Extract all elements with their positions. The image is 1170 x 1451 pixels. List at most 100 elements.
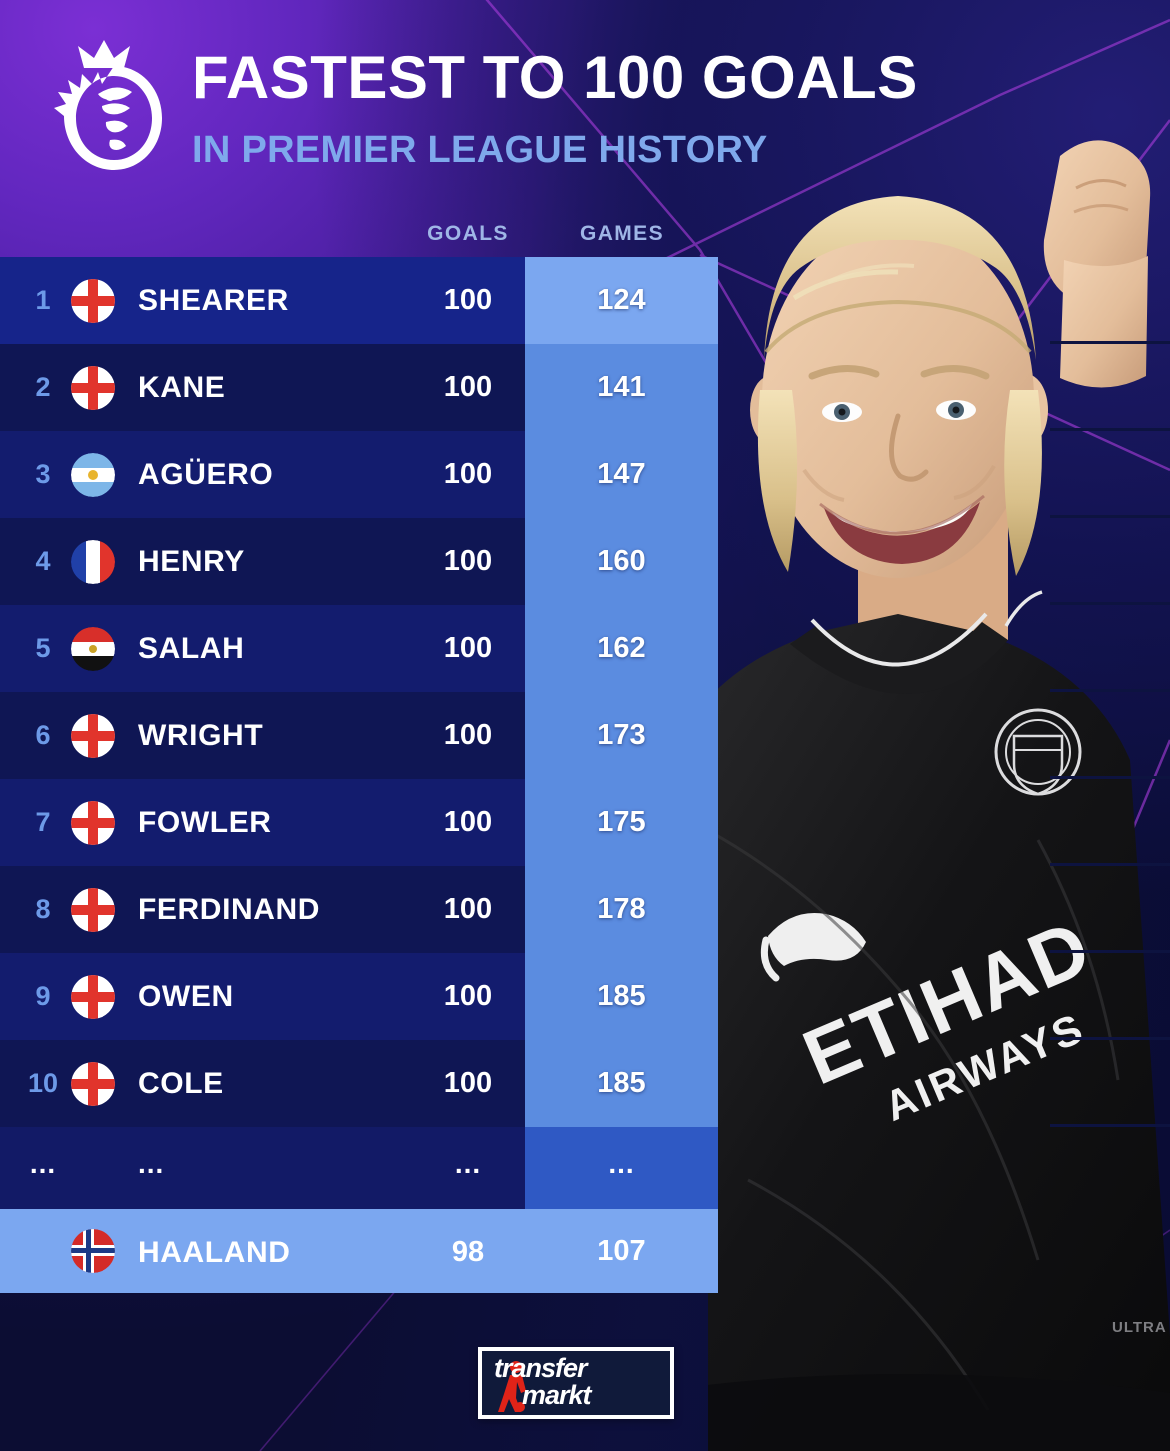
transfermarkt-logo-inner: transfer markt — [482, 1351, 670, 1415]
cell-goals: 100 — [443, 719, 493, 751]
player-photo-haaland: ETIHAD AIRWAYS ULTRA — [708, 140, 1170, 1451]
cell-player-name: SHEARER — [138, 283, 289, 317]
table-row: 147 3 AGÜERO 100 — [0, 431, 1170, 518]
cell-rank: 7 — [35, 807, 51, 837]
row-games-cell: 173 — [525, 692, 1170, 779]
row-divider — [1050, 341, 1170, 344]
cell-player-name: AGÜERO — [138, 457, 274, 491]
table-row: 162 5 SALAH 100 — [0, 605, 1170, 692]
cell-goals: 100 — [443, 1067, 493, 1099]
cell-player-name: WRIGHT — [138, 718, 264, 752]
table-row-highlight-haaland: HAALAND 98 107 — [0, 1209, 718, 1293]
cell-rank: 8 — [35, 894, 51, 924]
table-row: 173 6 WRIGHT 100 — [0, 692, 1170, 779]
flag-icon-england — [71, 801, 115, 845]
cell-name-ellipsis: ... — [138, 1148, 165, 1179]
cell-games: 162 — [597, 632, 646, 664]
page-title: FASTEST TO 100 GOALS — [192, 44, 918, 111]
header: FASTEST TO 100 GOALS IN PREMIER LEAGUE H… — [0, 0, 917, 215]
table-row: 141 2 KANE 100 — [0, 344, 1170, 431]
cell-player-name: HENRY — [138, 544, 245, 578]
cell-player-name: FERDINAND — [138, 892, 321, 926]
table-row: 160 4 HENRY 100 — [0, 518, 1170, 605]
row-divider — [1050, 428, 1170, 431]
cell-games: 107 — [597, 1234, 646, 1267]
cell-games-ellipsis: ... — [608, 1148, 635, 1179]
table-row: 178 8 FERDINAND 100 — [0, 866, 1170, 953]
cell-player-name: COLE — [138, 1066, 224, 1100]
column-header-games: GAMES — [579, 222, 664, 245]
row-divider — [1050, 1037, 1170, 1040]
row-games-cell: 185 — [525, 1040, 1170, 1127]
table-row: 124 1 SHEARER 100 — [0, 257, 1170, 344]
cell-goals: 100 — [443, 371, 493, 403]
row-games-cell: 162 — [525, 605, 1170, 692]
cell-rank-ellipsis: ... — [29, 1148, 57, 1179]
transfermarkt-player-icon — [498, 1361, 526, 1412]
transfermarkt-word-transfer: transfer — [494, 1353, 588, 1383]
flag-icon-england — [71, 975, 115, 1019]
table-row: 185 10 COLE 100 — [0, 1040, 1170, 1127]
cell-games: 185 — [597, 1067, 646, 1099]
row-divider — [1050, 689, 1170, 692]
cell-games: 160 — [597, 545, 646, 577]
row-divider — [1050, 602, 1170, 605]
row-divider — [1050, 515, 1170, 518]
transfermarkt-logo: transfer markt — [478, 1347, 674, 1419]
cell-games: 124 — [597, 284, 646, 316]
row-games-cell: 160 — [525, 518, 1170, 605]
cell-goals: 100 — [443, 545, 493, 577]
cell-rank: 4 — [35, 546, 51, 576]
cell-games: 185 — [597, 980, 646, 1012]
leaderboard-table: 124 1 SHEARER 100 141 2 KANE 100 147 3 AGÜERO 100 16… — [0, 257, 1170, 1293]
flag-icon-egypt — [71, 627, 115, 671]
row-games-cell: 141 — [525, 344, 1170, 431]
cell-goals-ellipsis: ... — [454, 1148, 482, 1179]
row-divider — [1050, 950, 1170, 953]
flag-icon-france — [71, 540, 115, 584]
flag-icon-england — [71, 366, 115, 410]
cell-goals: 100 — [443, 632, 493, 664]
row-games-cell: 147 — [525, 431, 1170, 518]
cell-player-name: FOWLER — [138, 805, 272, 839]
row-divider — [1050, 863, 1170, 866]
cell-goals: 100 — [443, 806, 493, 838]
flag-icon-england — [71, 714, 115, 758]
flag-icon-norway — [71, 1229, 115, 1273]
cell-goals: 100 — [443, 893, 493, 925]
cell-player-name: HAALAND — [138, 1235, 291, 1269]
page-subtitle: IN PREMIER LEAGUE HISTORY — [192, 129, 768, 171]
cell-goals: 100 — [443, 458, 493, 490]
cell-games: 147 — [597, 458, 646, 490]
table-row: 175 7 FOWLER 100 — [0, 779, 1170, 866]
cell-games: 141 — [597, 371, 646, 403]
flag-icon-england — [71, 1062, 115, 1106]
table-row: 185 9 OWEN 100 — [0, 953, 1170, 1040]
row-games-cell: ... — [525, 1127, 718, 1209]
cell-rank: 2 — [35, 372, 51, 402]
row-left-panel — [0, 1127, 525, 1209]
cell-player-name: OWEN — [138, 979, 234, 1013]
row-games-cell: 185 — [525, 953, 1170, 1040]
cell-games: 175 — [597, 806, 646, 838]
flag-icon-argentina — [71, 453, 115, 497]
column-header-goals: GOALS — [427, 222, 509, 245]
cell-rank: 3 — [35, 459, 51, 489]
premier-league-lion-icon — [54, 40, 162, 170]
table-row-ellipsis: ............ — [0, 1127, 718, 1209]
cell-goals: 98 — [451, 1236, 485, 1268]
row-games-cell: 124 — [525, 257, 1170, 344]
cell-rank: 1 — [35, 285, 51, 315]
row-left-panel — [0, 1209, 718, 1293]
cell-player-name: SALAH — [138, 631, 245, 665]
row-divider — [1050, 1124, 1170, 1127]
cell-rank: 6 — [35, 720, 51, 750]
cell-player-name: KANE — [138, 370, 226, 404]
svg-text:ULTRA: ULTRA — [1112, 1319, 1167, 1336]
cell-rank: 9 — [35, 981, 51, 1011]
transfermarkt-word-markt: markt — [522, 1380, 592, 1410]
flag-icon-england — [71, 279, 115, 323]
cell-rank: 5 — [35, 633, 51, 663]
row-games-cell: 175 — [525, 779, 1170, 866]
flag-icon-england — [71, 888, 115, 932]
